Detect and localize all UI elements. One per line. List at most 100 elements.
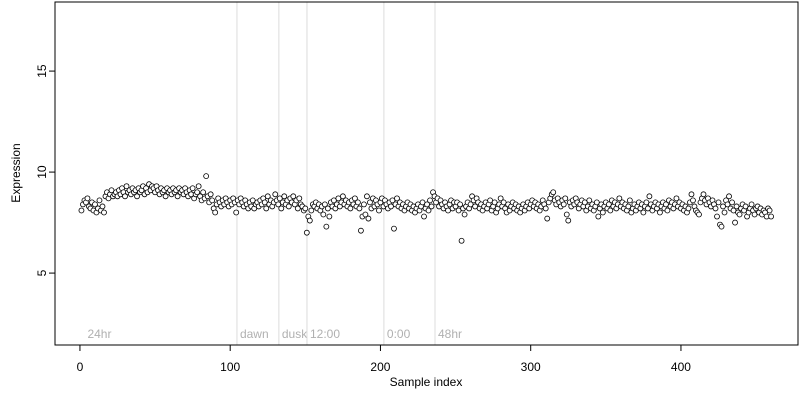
- point: [96, 197, 103, 204]
- point: [714, 213, 720, 220]
- point: [78, 207, 85, 214]
- point: [421, 213, 427, 220]
- y-tick-label: 5: [35, 269, 49, 276]
- point: [285, 203, 292, 210]
- point: [726, 193, 732, 200]
- annotation-label: dusk: [282, 327, 308, 341]
- point: [365, 215, 372, 222]
- point: [458, 237, 465, 244]
- point: [308, 207, 315, 214]
- point: [189, 185, 196, 192]
- point: [376, 207, 382, 214]
- point: [101, 209, 107, 216]
- point: [290, 193, 297, 200]
- point: [673, 195, 680, 202]
- point: [264, 193, 271, 200]
- annotation-label: 24hr: [87, 327, 111, 341]
- point: [320, 211, 327, 218]
- point: [544, 215, 551, 222]
- point: [688, 191, 695, 198]
- point: [497, 195, 504, 202]
- point: [162, 193, 169, 200]
- point: [664, 207, 671, 214]
- point: [721, 209, 728, 216]
- point: [326, 213, 333, 220]
- point: [425, 207, 432, 214]
- annotation-label: 48hr: [438, 327, 462, 341]
- point: [194, 189, 201, 196]
- point: [700, 191, 707, 198]
- point: [565, 217, 572, 224]
- point: [362, 211, 369, 218]
- point: [685, 205, 692, 212]
- point: [364, 193, 370, 200]
- x-axis-label: Sample index: [390, 375, 463, 389]
- point: [134, 193, 140, 200]
- point: [207, 191, 214, 198]
- point: [766, 207, 773, 214]
- point: [347, 205, 354, 212]
- point: [599, 209, 606, 216]
- x-tick-label: 200: [370, 360, 390, 374]
- point: [209, 197, 216, 204]
- point: [212, 209, 219, 216]
- y-axis-label: Expression: [9, 143, 23, 202]
- point: [394, 195, 400, 202]
- annotation-label: 0:00: [387, 327, 411, 341]
- point: [263, 205, 270, 212]
- point: [732, 219, 738, 226]
- point: [99, 203, 106, 210]
- point: [281, 193, 288, 200]
- point: [626, 197, 633, 204]
- x-tick-label: 300: [521, 360, 541, 374]
- point: [323, 223, 330, 230]
- point: [562, 195, 569, 202]
- point: [233, 209, 240, 216]
- point: [84, 195, 91, 202]
- point: [272, 191, 279, 198]
- point: [339, 193, 346, 200]
- point: [321, 201, 328, 208]
- point: [715, 199, 722, 206]
- point: [203, 173, 210, 180]
- point: [92, 201, 98, 208]
- point: [718, 223, 725, 230]
- point: [729, 199, 735, 206]
- point: [358, 227, 364, 234]
- point: [391, 225, 397, 232]
- point: [122, 193, 128, 200]
- point: [302, 205, 309, 212]
- point: [616, 195, 623, 202]
- point: [550, 189, 557, 196]
- point: [427, 197, 433, 204]
- point: [174, 193, 181, 200]
- point: [428, 203, 435, 210]
- point: [352, 195, 358, 202]
- point: [461, 211, 468, 218]
- point: [748, 201, 755, 208]
- point: [367, 199, 373, 206]
- point: [457, 201, 463, 208]
- annotation-label: 12:00: [310, 327, 340, 341]
- point: [657, 209, 663, 216]
- point: [306, 217, 313, 224]
- point: [303, 229, 310, 236]
- plot-frame: [54, 1, 799, 346]
- y-tick-label: 10: [35, 165, 49, 179]
- point: [542, 205, 549, 212]
- point: [736, 211, 743, 218]
- point: [640, 209, 647, 216]
- x-tick-label: 400: [671, 360, 691, 374]
- point: [560, 201, 567, 208]
- point: [296, 195, 303, 202]
- point: [195, 183, 202, 190]
- point: [563, 211, 570, 218]
- point: [200, 189, 207, 196]
- point: [607, 207, 614, 214]
- x-tick-label: 0: [77, 360, 84, 374]
- point: [595, 213, 602, 220]
- point: [768, 213, 775, 220]
- point: [123, 183, 130, 190]
- point: [712, 205, 719, 212]
- point: [696, 211, 702, 218]
